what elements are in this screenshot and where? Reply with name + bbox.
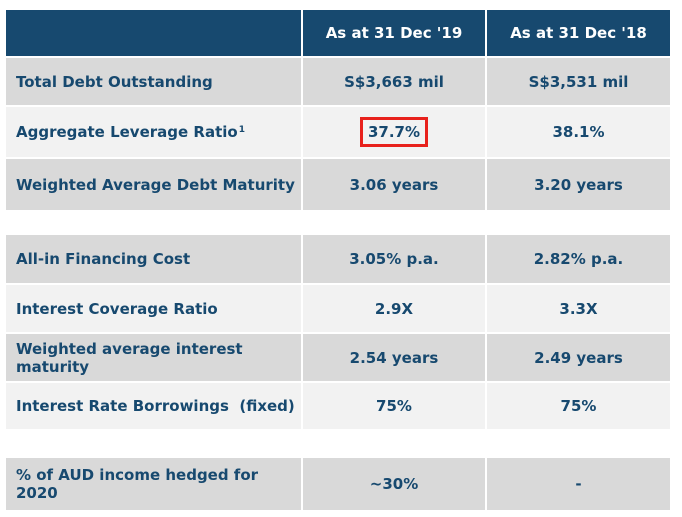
row-label-interest-coverage: Interest Coverage Ratio	[6, 285, 301, 332]
row-label-financing-cost: All-in Financing Cost	[6, 235, 301, 283]
value-2018-interest-coverage: 3.3X	[487, 285, 670, 332]
value-2019-interest-maturity: 2.54 years	[303, 334, 485, 381]
value-2019-total-debt: S$3,663 mil	[303, 58, 485, 105]
value-2019-leverage-highlighted: 37.7%	[359, 117, 429, 147]
value-2018-fixed-borrowings: 75%	[487, 383, 670, 429]
value-2019-financing-cost: 3.05% p.a.	[303, 235, 485, 283]
row-label-debt-maturity: Weighted Average Debt Maturity	[6, 159, 301, 210]
table-header-blank	[6, 10, 301, 56]
value-2019-interest-coverage: 2.9X	[303, 285, 485, 332]
row-label-total-debt: Total Debt Outstanding	[6, 58, 301, 105]
column-header-2019: As at 31 Dec '19	[303, 10, 485, 56]
row-label-leverage: Aggregate Leverage Ratio 1	[6, 107, 301, 157]
value-2018-aud-hedged: -	[487, 458, 670, 510]
row-label-fixed-borrowings-text: Interest Rate Borrowings (fixed)	[16, 397, 295, 415]
value-2018-total-debt: S$3,531 mil	[487, 58, 670, 105]
value-2018-interest-maturity: 2.49 years	[487, 334, 670, 381]
row-label-aud-hedged: % of AUD income hedged for 2020	[6, 458, 301, 510]
row-label-fixed-borrowings: Interest Rate Borrowings (fixed)	[6, 383, 301, 429]
value-2018-financing-cost: 2.82% p.a.	[487, 235, 670, 283]
value-2019-fixed-borrowings: 75%	[303, 383, 485, 429]
footnote-marker: 1	[238, 125, 245, 135]
value-2018-debt-maturity: 3.20 years	[487, 159, 670, 210]
value-2019-debt-maturity: 3.06 years	[303, 159, 485, 210]
value-2019-leverage-cell: 37.7%	[303, 107, 485, 157]
column-header-2018: As at 31 Dec '18	[487, 10, 670, 56]
row-label-leverage-text: Aggregate Leverage Ratio	[16, 123, 238, 141]
row-label-interest-maturity: Weighted average interest maturity	[6, 334, 301, 381]
value-2019-aud-hedged: ~30%	[303, 458, 485, 510]
value-2018-leverage: 38.1%	[487, 107, 670, 157]
